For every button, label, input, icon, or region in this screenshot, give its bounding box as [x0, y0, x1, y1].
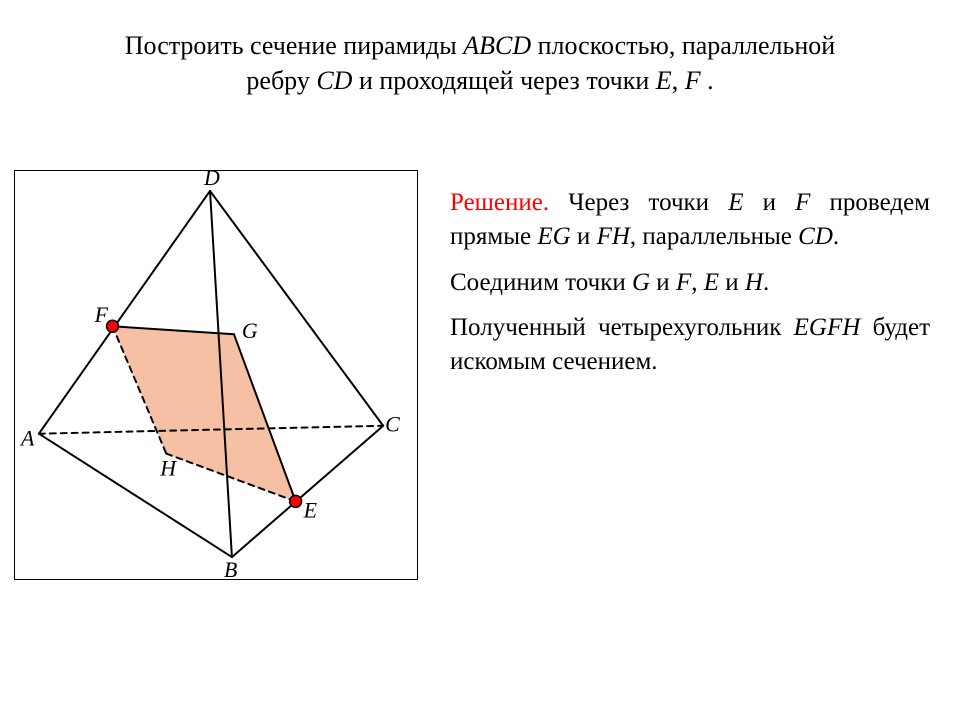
title-text-3: ребру — [246, 66, 316, 95]
p3-EGFH: EGFH — [794, 314, 861, 341]
solution-p1: Решение. Через точки E и F проведем прям… — [450, 186, 930, 254]
solution-p2: Соединим точки G и F, E и H. — [450, 266, 930, 300]
solution-text: Решение. Через точки E и F проведем прям… — [450, 186, 930, 391]
title-cd: CD — [316, 66, 352, 95]
title-abcd: ABCD — [463, 31, 531, 60]
p2b: и — [650, 269, 676, 296]
p2-E: E — [704, 269, 719, 296]
p2-G: G — [632, 269, 650, 296]
label-C: C — [385, 412, 400, 437]
p1d: и — [571, 223, 597, 250]
title-end: . — [701, 66, 714, 95]
title-f: F — [685, 66, 701, 95]
label-A: A — [19, 426, 35, 451]
p1-EG: EG — [537, 223, 570, 250]
title-text-1: Построить сечение пирамиды — [125, 31, 463, 60]
title-e: E — [656, 66, 672, 95]
p1e: , параллельные — [630, 223, 798, 250]
label-H: H — [159, 456, 177, 481]
label-B: B — [224, 557, 237, 579]
p1a: Через точки — [549, 189, 728, 216]
label-G: G — [242, 318, 258, 343]
p1-E: E — [728, 189, 743, 216]
p1-F: F — [795, 189, 810, 216]
label-F: F — [94, 302, 109, 327]
p1b: и — [743, 189, 795, 216]
p1-CD: CD — [798, 223, 833, 250]
problem-title: Построить сечение пирамиды ABCD плоскост… — [0, 28, 960, 98]
p1-FH: FH — [597, 223, 630, 250]
p2-H: H — [745, 269, 763, 296]
page: Построить сечение пирамиды ABCD плоскост… — [0, 0, 960, 720]
solution-keyword: Решение. — [450, 189, 549, 216]
label-D: D — [203, 171, 220, 190]
p2d: и — [719, 269, 745, 296]
title-text-2: плоскостью, параллельной — [531, 31, 835, 60]
geometry-figure: A B C D E F G H — [14, 170, 418, 580]
content-area: ABCDEFGH Решение. Через точки E и F пров… — [0, 160, 960, 610]
p2-F: F — [676, 269, 691, 296]
label-E: E — [303, 497, 318, 522]
title-comma: , — [672, 66, 685, 95]
title-text-4: и проходящей через точки — [352, 66, 655, 95]
p2a: Соединим точки — [450, 269, 632, 296]
p1f: . — [833, 223, 839, 250]
p2c: , — [691, 269, 704, 296]
figure-svg: A B C D E F G H — [15, 171, 417, 579]
solution-p3: Полученный четырехугольник EGFH будет ис… — [450, 311, 930, 379]
p3a: Полученный четырехугольник — [450, 314, 794, 341]
p2e: . — [763, 269, 769, 296]
